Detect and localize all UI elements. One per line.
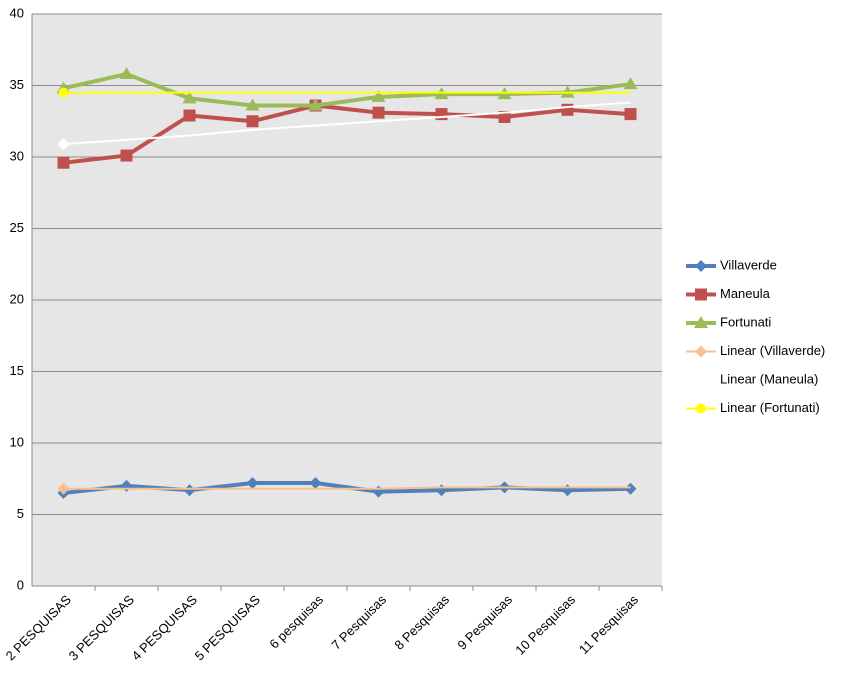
data-point [182,91,197,104]
data-point [372,106,385,119]
trend-line [63,101,631,146]
y-tick-label: 0 [17,577,24,592]
data-point [119,67,134,80]
data-point [308,98,323,111]
x-tick-label: 5 PESQUISAS [192,592,264,664]
data-point [561,103,574,116]
data-point [309,477,322,490]
y-tick-label: 30 [10,148,24,163]
legend-label: Fortunati [720,314,771,329]
y-tick-label: 40 [10,5,24,20]
trend-line [63,486,631,490]
legend-marker [695,345,707,358]
legend-marker [694,316,708,328]
data-point [498,110,511,123]
data-point [246,477,259,490]
data-point [183,109,196,122]
data-point [624,482,637,495]
x-tick-label: 10 Pesquisas [512,592,578,658]
data-point [624,108,637,121]
data-point [623,77,638,90]
x-tick-label: 6 pesquisas [266,592,326,652]
legend-label: Linear (Villaverde) [720,343,825,358]
legend-marker [695,288,707,301]
x-tick-label: 9 Pesquisas [454,592,515,653]
trend-marker [58,87,69,98]
x-tick-label: 2 PESQUISAS [3,592,75,664]
y-tick-label: 20 [10,291,24,306]
legend-label: Linear (Fortunati) [720,400,820,415]
x-tick-label: 4 PESQUISAS [129,592,201,664]
data-point [371,89,386,102]
y-tick-label: 5 [17,506,24,521]
data-point [57,156,70,169]
legend-label: Villaverde [720,257,777,272]
data-point [245,98,260,111]
trend-marker [57,138,70,151]
trend-marker [57,482,70,495]
x-tick-label: 7 Pesquisas [328,592,389,653]
legend-label: Linear (Maneula) [720,371,818,386]
legend-marker [696,403,706,414]
x-tick-label: 8 Pesquisas [391,592,452,653]
x-tick-label: 3 PESQUISAS [66,592,138,664]
data-point [183,484,196,497]
data-point [435,108,448,121]
legend-marker [695,374,707,386]
y-tick-label: 35 [10,77,24,92]
legend-label: Maneula [720,286,771,301]
data-point [120,149,133,162]
series-line [63,103,631,165]
x-tick-label: 11 Pesquisas [576,592,641,657]
y-tick-label: 15 [10,363,24,378]
data-point [246,115,259,128]
legend-marker [695,260,707,272]
y-tick-label: 25 [10,220,24,235]
y-tick-label: 10 [10,434,24,449]
